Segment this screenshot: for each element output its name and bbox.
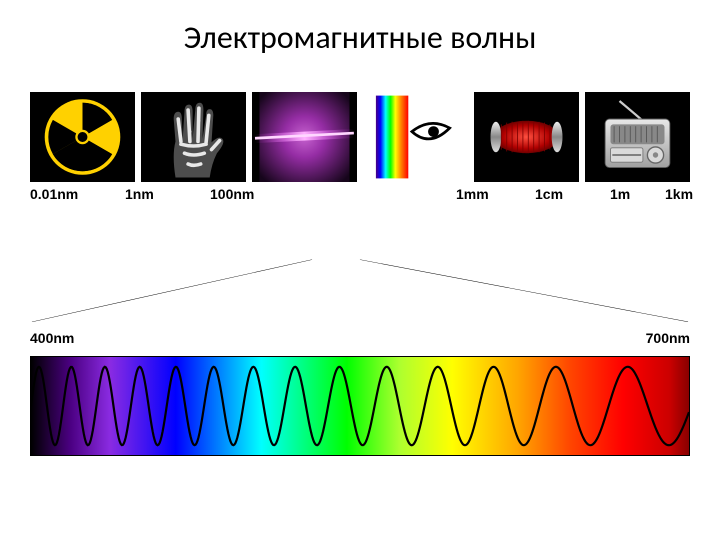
tile-visible xyxy=(363,92,468,182)
visible-max-label: 700nm xyxy=(646,330,690,346)
tile-radio xyxy=(585,92,690,182)
spectrum-gradient xyxy=(31,357,689,455)
tile-infrared xyxy=(474,92,579,182)
wavelength-label: 0.01nm xyxy=(30,186,78,202)
wavelength-label: 1cm xyxy=(535,186,563,202)
wavelength-label: 1m xyxy=(610,186,630,202)
radiation-icon xyxy=(30,92,135,182)
heater-icon xyxy=(474,92,579,182)
visible-spectrum-strip xyxy=(30,356,690,456)
tile-xray xyxy=(141,92,246,182)
wave-overlay xyxy=(31,357,689,455)
tile-uv xyxy=(252,92,357,182)
wavelength-label: 1mm xyxy=(456,186,489,202)
hand-xray-icon xyxy=(141,92,246,182)
wavelength-label: 1km xyxy=(665,186,693,202)
visible-spectrum-icon xyxy=(363,92,468,182)
radio-icon xyxy=(585,92,690,182)
page-title: Электромагнитные волны xyxy=(0,0,720,57)
tile-gamma xyxy=(30,92,135,182)
uv-glow-icon xyxy=(252,92,357,182)
spectrum-tiles-row xyxy=(30,92,690,182)
visible-min-label: 400nm xyxy=(30,330,74,346)
wavelength-label: 100nm xyxy=(210,186,254,202)
wavelength-label: 1nm xyxy=(125,186,154,202)
